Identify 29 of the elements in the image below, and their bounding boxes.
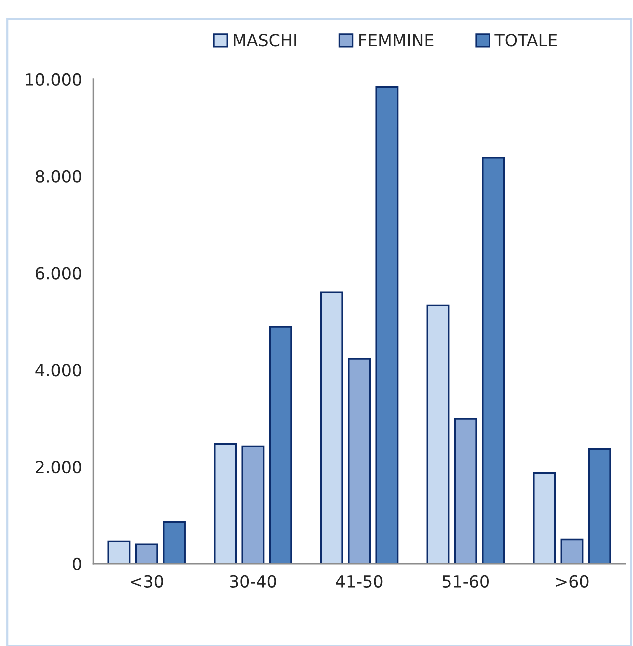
bar [426,304,450,564]
bar [242,446,265,564]
legend-label: FEMMINE [360,34,434,46]
bar [533,472,556,564]
legend-label: TOTALE [494,34,558,47]
bar [454,418,478,564]
y-tick-label: 4.000 [36,364,82,377]
bar [214,443,238,564]
bar [560,538,584,564]
y-tick-label: 10.000 [26,73,82,86]
bar [135,544,158,564]
bar [348,358,372,564]
bar [588,448,612,564]
bar [108,540,131,564]
y-tick-label: 2.000 [36,461,82,474]
bar [320,292,344,564]
x-tick-label: 41-50 [336,575,383,588]
bar [482,157,506,564]
y-tick-label: 0 [73,558,82,571]
x-tick-label: >60 [556,575,589,588]
y-tick-label: 8.000 [36,170,82,183]
legend-label: MASCHI [234,34,296,47]
x-tick-label: <30 [131,575,164,588]
x-tick-label: 30-40 [230,575,276,588]
y-tick-label: 6.000 [36,267,82,280]
bar [163,521,186,564]
bar [376,86,399,564]
bar [269,326,292,564]
x-tick-label: 51-60 [442,575,489,588]
